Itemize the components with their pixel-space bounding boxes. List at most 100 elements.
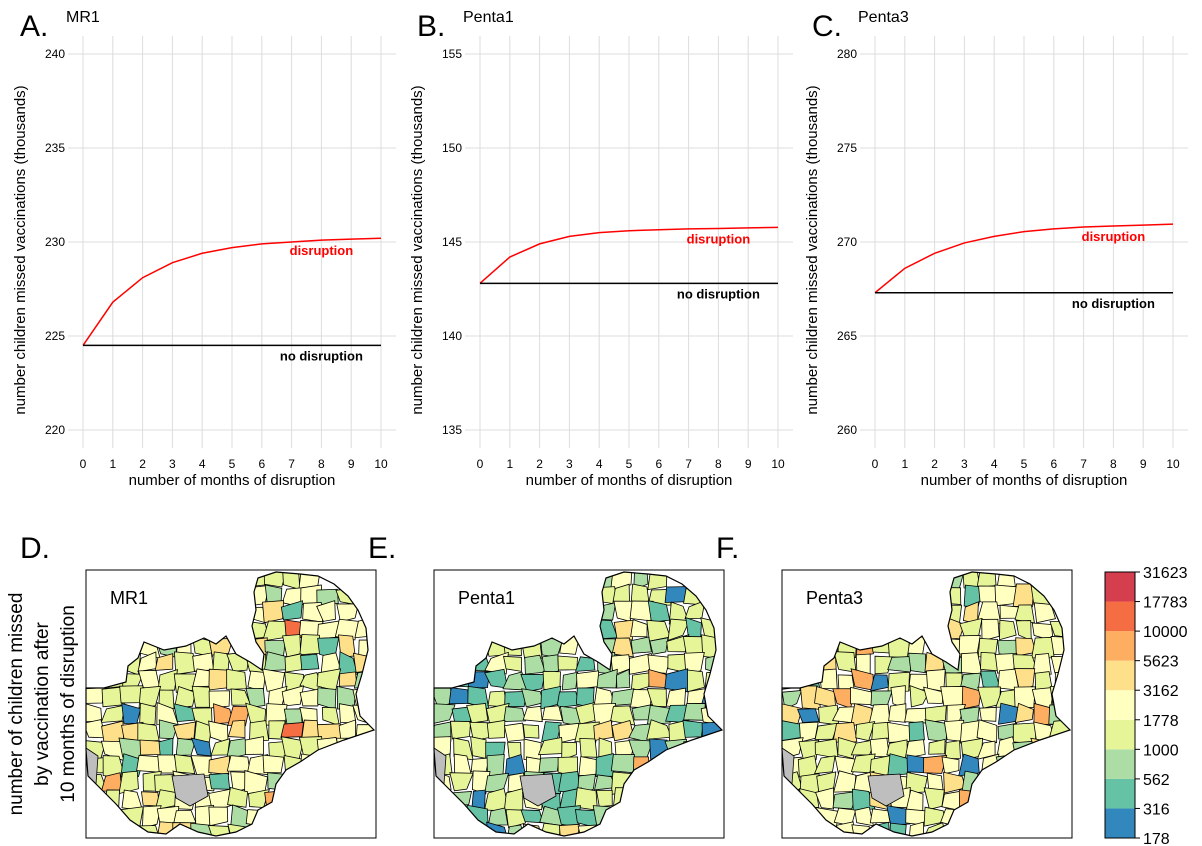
district — [1014, 702, 1034, 724]
district — [486, 719, 506, 739]
district — [961, 685, 982, 710]
district — [299, 688, 323, 707]
map-title: MR1 — [110, 588, 148, 608]
x-tick-label: 8 — [318, 457, 325, 471]
district — [503, 722, 525, 742]
district — [470, 736, 487, 759]
district — [338, 671, 358, 687]
district — [595, 789, 613, 808]
map-title: Penta1 — [458, 588, 515, 608]
district — [541, 705, 563, 721]
y-tick-label: 235 — [45, 141, 65, 155]
legend-swatch — [1105, 690, 1135, 720]
legend-swatch — [1105, 601, 1135, 632]
district — [484, 651, 509, 675]
x-tick-label: 5 — [1021, 457, 1028, 471]
district — [904, 707, 929, 724]
country-outline — [433, 571, 724, 837]
choropleth-maps: number of children missed by vaccination … — [6, 532, 1188, 846]
district — [449, 772, 474, 792]
legend-swatch — [1105, 808, 1135, 838]
y-tick-label: 140 — [442, 329, 462, 343]
district — [541, 654, 559, 675]
y-tick-label: 145 — [442, 235, 462, 249]
legend-swatch — [1105, 778, 1135, 809]
x-tick-label: 3 — [961, 457, 968, 471]
legend-swatch — [1105, 631, 1135, 661]
district — [610, 754, 635, 774]
legend-swatch — [1105, 572, 1135, 602]
district — [141, 805, 162, 829]
legend-swatch — [1105, 749, 1135, 779]
district — [869, 808, 891, 824]
legend-label: 178 — [1143, 831, 1170, 846]
x-tick-label: 0 — [477, 457, 484, 471]
map-panel-penta1: E. Penta1 — [368, 532, 725, 839]
x-tick-label: 10 — [1166, 457, 1180, 471]
district — [158, 689, 175, 710]
country-outline — [781, 571, 1072, 837]
district — [611, 637, 634, 658]
panel-letter: B. — [417, 10, 445, 43]
district — [227, 787, 249, 808]
x-tick-label: 5 — [626, 457, 633, 471]
district — [576, 670, 600, 690]
district — [227, 719, 246, 738]
district — [596, 668, 618, 689]
district — [928, 738, 946, 755]
district — [574, 656, 596, 672]
series-label-disruption: disruption — [687, 231, 751, 246]
x-tick-label: 1 — [901, 457, 908, 471]
district — [226, 755, 251, 772]
district — [466, 703, 489, 724]
y-axis-label: number children missed vaccinations (tho… — [409, 85, 426, 414]
district — [682, 719, 704, 738]
x-tick-label: 0 — [872, 457, 879, 471]
map-y-axis-label: by vaccination after — [32, 621, 53, 785]
district — [190, 737, 212, 757]
y-tick-label: 135 — [442, 423, 462, 437]
district — [782, 690, 803, 710]
x-tick-label: 8 — [715, 457, 722, 471]
district — [299, 634, 320, 656]
district — [814, 787, 835, 810]
district — [523, 738, 542, 760]
legend-frame — [1104, 571, 1136, 839]
district — [905, 771, 928, 794]
y-tick-label: 275 — [837, 141, 857, 155]
district — [208, 806, 229, 827]
district — [908, 821, 924, 836]
x-tick-label: 4 — [596, 457, 603, 471]
district — [798, 739, 820, 761]
district — [1033, 602, 1057, 624]
district — [557, 655, 578, 671]
district — [174, 685, 196, 709]
x-tick-label: 8 — [1110, 457, 1117, 471]
district — [925, 705, 947, 723]
y-tick-label: 230 — [45, 235, 65, 249]
district — [154, 653, 174, 671]
district — [520, 673, 546, 693]
district — [904, 739, 926, 759]
y-axis-label: number children missed vaccinations (tho… — [12, 85, 29, 414]
series-line-disruption — [479, 226, 779, 284]
chart-title: MR1 — [66, 9, 100, 26]
x-tick-label: 10 — [374, 457, 388, 471]
district — [1012, 583, 1035, 608]
legend-label: 562 — [1143, 772, 1170, 789]
district — [630, 619, 648, 638]
district-no-data — [867, 773, 905, 807]
x-tick-label: 2 — [139, 457, 146, 471]
map-panel-mr1: D. MR1 — [20, 532, 377, 839]
map-title: Penta3 — [806, 588, 863, 608]
district — [979, 706, 997, 722]
district — [646, 704, 672, 725]
district — [139, 739, 162, 756]
district — [336, 603, 360, 623]
series-label-disruption: disruption — [290, 243, 354, 258]
district — [687, 669, 705, 693]
district — [579, 737, 598, 758]
district — [538, 756, 560, 773]
chart-panel-penta1: B. Penta1 0 1 2 3 4 5 6 7 8 9 10 135 140 145 150 155 numbe… — [409, 9, 793, 489]
district — [647, 654, 671, 674]
